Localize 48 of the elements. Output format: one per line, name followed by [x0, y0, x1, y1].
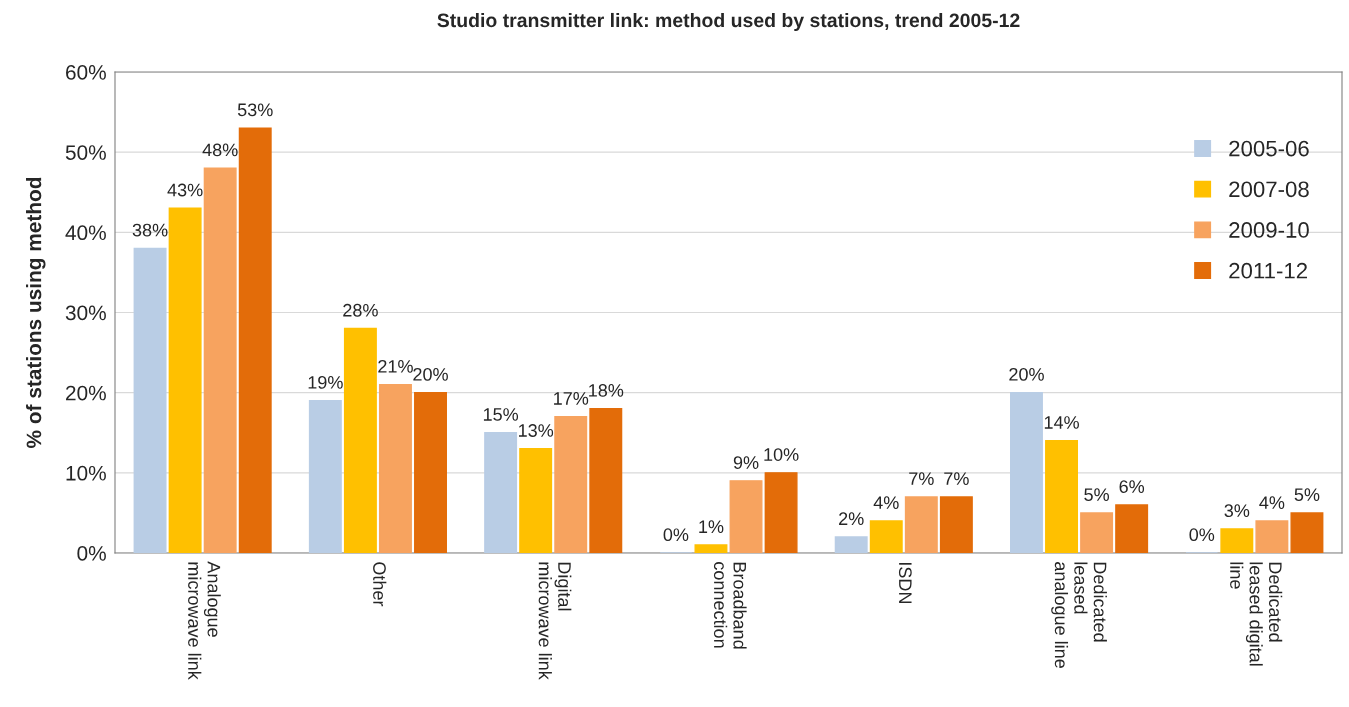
data-label: 14% [1044, 416, 1079, 429]
data-label: 43% [167, 183, 203, 197]
data-label: 5% [1294, 488, 1320, 502]
data-label: 5% [1084, 488, 1110, 502]
data-label: 7% [909, 472, 934, 485]
data-label: 53% [237, 103, 273, 117]
legend-label: 2007-08 [1229, 181, 1309, 198]
data-label: 0% [663, 528, 689, 542]
data-label: 9% [733, 456, 759, 469]
x-tick-label: Dedicated leased digital line [1230, 562, 1283, 666]
legend-label: 2005-06 [1229, 140, 1309, 157]
data-label: 1% [699, 520, 724, 534]
y-tick-label: 0% [77, 546, 106, 561]
y-tick-label: 60% [66, 65, 106, 80]
x-tick-label: Broadband connection [713, 562, 747, 649]
data-label: 20% [413, 367, 448, 381]
x-tick-label: Analogue microwave link [188, 561, 221, 680]
legend-label: 2009-10 [1229, 222, 1309, 238]
data-label: 13% [518, 424, 554, 437]
data-label: 20% [1009, 367, 1044, 381]
data-label: 48% [202, 143, 238, 157]
data-label: 17% [554, 392, 589, 405]
x-tick-label: Dedicated leased analogue line [1051, 562, 1107, 668]
chart-title: Studio transmitter link: method used by stations, trend 2005-12 [437, 12, 1020, 32]
data-label: 4% [1259, 496, 1285, 509]
data-label: 10% [764, 448, 799, 461]
y-axis-title: % of stations using method [26, 177, 46, 448]
data-label: 0% [1189, 528, 1215, 542]
data-label: 7% [944, 472, 969, 485]
x-tick-label: ISDN [898, 563, 912, 603]
data-label: 6% [1119, 480, 1145, 493]
data-label: 21% [378, 359, 413, 373]
y-tick-label: 50% [65, 145, 106, 160]
data-label: 4% [873, 496, 899, 509]
y-tick-label: 20% [66, 385, 106, 401]
data-label: 19% [308, 376, 343, 389]
data-label: 15% [483, 408, 519, 421]
data-label: 2% [839, 512, 864, 525]
data-label: 3% [1224, 504, 1250, 518]
x-tick-label: Digital microwave link [538, 562, 572, 680]
x-tick-label: Other [373, 562, 387, 607]
y-tick-label: 10% [66, 465, 106, 481]
y-tick-label: 40% [65, 225, 106, 241]
data-label: 28% [343, 303, 378, 317]
y-tick-label: 30% [65, 305, 106, 321]
legend-label: 2011-12 [1229, 262, 1307, 279]
data-label: 18% [589, 384, 624, 397]
data-label: 38% [132, 223, 168, 237]
